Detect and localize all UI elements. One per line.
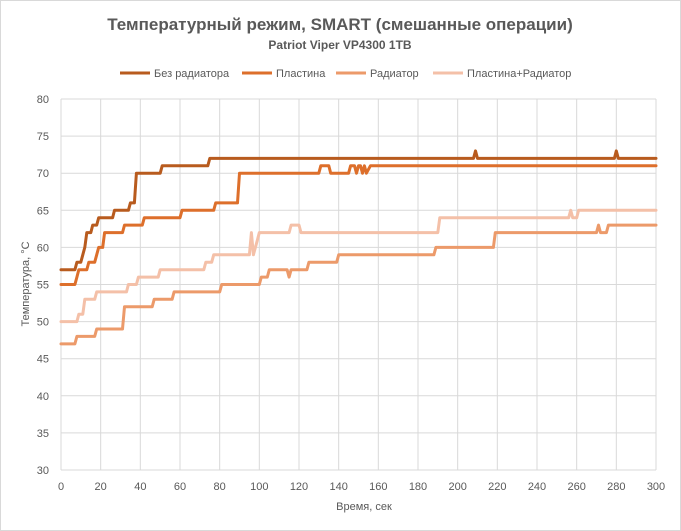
y-tick-label: 50 [37, 317, 49, 329]
chart-subtitle: Patriot Viper VP4300 1TB [268, 38, 412, 52]
x-tick-label: 140 [329, 481, 347, 493]
legend: Без радиатора Пластина Радиатор Пластина+Ра… [120, 68, 571, 80]
y-tick-label: 30 [37, 465, 49, 477]
x-axis-title: Время, сек [336, 501, 392, 513]
x-tick-label: 260 [567, 481, 585, 493]
x-axis-ticks: 0 20 40 60 80 100 120 140 160 180 200 220 240 260 280 3… [58, 481, 665, 493]
legend-item-3: Радиатор [336, 68, 419, 80]
x-tick-label: 220 [488, 481, 506, 493]
legend-item-2: Пластина [242, 68, 326, 80]
x-tick-label: 180 [409, 481, 427, 493]
x-tick-label: 120 [290, 481, 308, 493]
y-tick-label: 65 [37, 205, 49, 217]
y-axis-title: Температура, °С [20, 241, 32, 326]
series-line-4 [59, 208, 658, 324]
series-line-2 [59, 164, 658, 286]
y-tick-label: 45 [37, 354, 49, 366]
y-tick-label: 35 [37, 428, 49, 440]
x-tick-label: 0 [58, 481, 64, 493]
x-tick-label: 200 [448, 481, 466, 493]
series-line-3 [59, 223, 658, 346]
series-lines [59, 149, 658, 346]
legend-label: Пластина+Радиатор [467, 68, 571, 80]
y-tick-label: 55 [37, 280, 49, 292]
x-tick-label: 240 [528, 481, 546, 493]
x-tick-label: 300 [647, 481, 665, 493]
x-tick-label: 100 [250, 481, 268, 493]
series-line-1 [59, 149, 658, 272]
legend-item-4: Пластина+Радиатор [433, 68, 571, 80]
x-tick-label: 80 [214, 481, 226, 493]
chart-title: Температурный режим, SMART (смешанные оп… [107, 15, 573, 34]
x-tick-label: 20 [95, 481, 107, 493]
gridlines [60, 98, 657, 471]
y-tick-label: 80 [37, 94, 49, 106]
legend-label: Без радиатора [154, 68, 230, 80]
y-tick-label: 60 [37, 242, 49, 254]
legend-item-1: Без радиатора [120, 68, 230, 80]
x-tick-label: 60 [174, 481, 186, 493]
y-tick-label: 75 [37, 131, 49, 143]
legend-label: Пластина [276, 68, 326, 80]
x-tick-label: 280 [607, 481, 625, 493]
x-tick-label: 40 [134, 481, 146, 493]
y-tick-label: 70 [37, 168, 49, 180]
legend-label: Радиатор [370, 68, 419, 80]
x-tick-label: 160 [369, 481, 387, 493]
y-tick-label: 40 [37, 391, 49, 403]
y-axis-ticks: 30 35 40 45 50 55 60 65 70 75 80 [37, 94, 49, 477]
